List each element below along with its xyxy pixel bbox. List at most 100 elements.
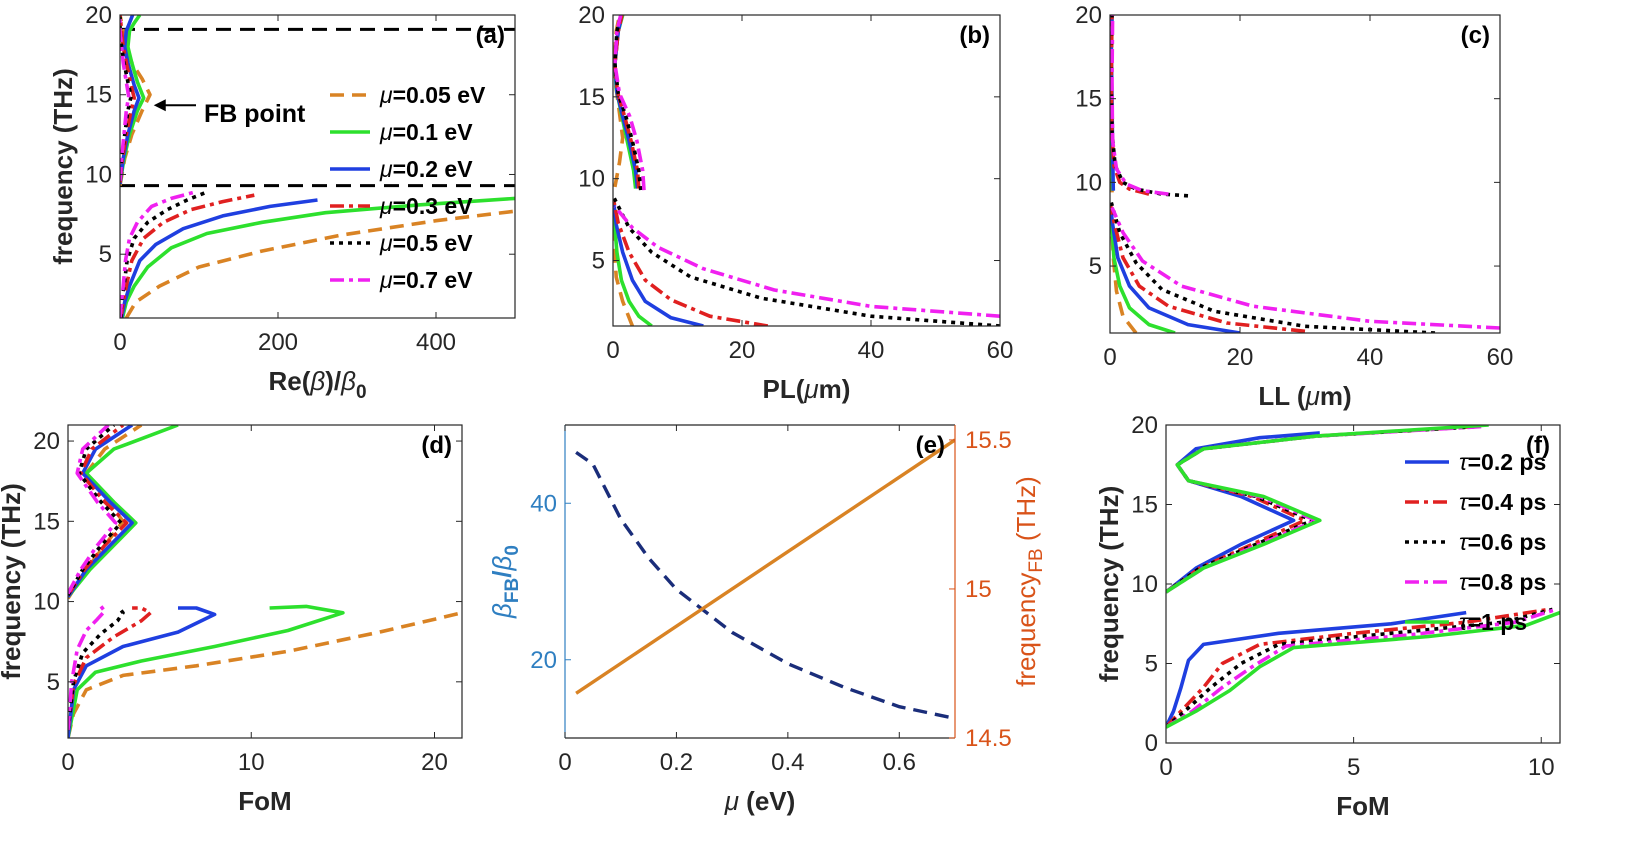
plot-area-f xyxy=(1166,425,1560,729)
plot-area-e xyxy=(575,438,955,721)
series-line-b-5-0 xyxy=(613,205,1000,318)
series-line-f-0-0 xyxy=(1166,610,1467,728)
panel-label-a: (a) xyxy=(476,22,505,49)
axes-frame-c xyxy=(1109,14,1501,334)
plot-area-b xyxy=(613,15,1000,326)
series-line-d-5-1 xyxy=(68,425,118,595)
series-line-e-0 xyxy=(575,451,955,721)
series-line-c-3-0 xyxy=(1110,205,1306,333)
y-tick-label: 20 xyxy=(33,428,60,455)
axes-frame-b xyxy=(612,14,1001,327)
series-line-d-0-0 xyxy=(68,611,462,738)
series-group-b xyxy=(613,15,1000,326)
series-line-b-3-0 xyxy=(613,199,769,326)
x-tick-label: 400 xyxy=(416,329,456,356)
fb-point-arrowhead xyxy=(153,99,166,112)
x-tick-label: 200 xyxy=(258,329,298,356)
x-axis-label-a: Re(β)/β0 xyxy=(268,366,366,403)
y-axis-label-right-e: frequencyFB (THz) xyxy=(1011,476,1047,687)
series-line-a-2-0 xyxy=(120,198,318,318)
series-line-b-4-0 xyxy=(613,197,1000,326)
y-tick-label: 20 xyxy=(85,2,112,29)
x-tick-label: 0.4 xyxy=(771,749,804,776)
panel-label-d: (d) xyxy=(421,432,452,459)
panel-label-b: (b) xyxy=(959,22,990,49)
panel-label-e: (e) xyxy=(916,432,945,459)
series-group-d xyxy=(68,425,462,738)
series-line-a-5-1 xyxy=(120,15,131,182)
x-axis-label-f: FoM xyxy=(1336,791,1389,821)
y-tick-label: 20 xyxy=(1131,412,1158,439)
series-line-d-2-0 xyxy=(68,606,217,738)
x-tick-label: 20 xyxy=(729,337,756,364)
panel-label-f: (f) xyxy=(1526,432,1550,459)
y-tick-label: 10 xyxy=(85,161,112,188)
y-tick-label: 15 xyxy=(578,84,605,111)
legend-a: μ=0.05 eV μ=0.1 eV μ=0.2 eV μ=0.3 eV μ=0.5 e… xyxy=(330,82,486,293)
y-tick-label: 10 xyxy=(1131,571,1158,598)
legend-entry: τ=0.8 ps xyxy=(1459,569,1546,595)
legend-entry: μ=0.05 eV xyxy=(379,82,486,108)
y-axis-label-d: frequency (THz) xyxy=(0,483,26,679)
plot-area-c xyxy=(1110,15,1500,333)
series-line-b-3-1 xyxy=(613,15,641,189)
y-tick-label: 20 xyxy=(578,2,605,29)
series-line-d-1-0 xyxy=(68,604,345,738)
y-tick-label-left: 20 xyxy=(530,647,557,674)
series-line-a-4-1 xyxy=(120,15,133,182)
y-axis-label-f: frequency (THz) xyxy=(1094,486,1124,682)
series-line-f-3-0 xyxy=(1166,607,1557,729)
y-tick-label: 5 xyxy=(592,248,605,275)
series-line-f-1-1 xyxy=(1166,425,1474,594)
series-line-d-3-1 xyxy=(68,425,129,597)
series-line-a-1-0 xyxy=(120,196,515,318)
series-line-f-2-0 xyxy=(1166,607,1553,729)
series-line-f-4-1 xyxy=(1166,425,1489,594)
series-line-d-0-1 xyxy=(68,425,143,600)
y-tick-label-right: 14.5 xyxy=(965,725,1012,752)
series-line-a-0-0 xyxy=(124,209,515,318)
legend-entry: μ=0.1 eV xyxy=(379,119,473,145)
series-line-d-1-1 xyxy=(68,425,179,598)
y-tick-label: 5 xyxy=(1089,253,1102,280)
legend-entry: τ=1 ps xyxy=(1459,609,1527,635)
plot-area-d xyxy=(68,425,462,738)
series-line-c-2-0 xyxy=(1110,207,1241,333)
x-tick-label: 0.2 xyxy=(660,749,693,776)
y-tick-label: 5 xyxy=(47,669,60,696)
x-tick-label: 20 xyxy=(1227,344,1254,371)
y-tick-label: 15 xyxy=(85,82,112,109)
legend-entry: μ=0.2 eV xyxy=(379,156,473,182)
series-group-a xyxy=(120,15,515,318)
x-tick-label: 40 xyxy=(858,337,885,364)
axes-frame-d xyxy=(67,424,463,739)
plot-area-a xyxy=(120,15,515,318)
y-tick-label: 15 xyxy=(1131,492,1158,519)
legend-entry: μ=0.7 eV xyxy=(379,267,473,293)
series-line-b-0-1 xyxy=(613,15,625,188)
panel-label-c: (c) xyxy=(1461,22,1490,49)
legend-entry: τ=0.4 ps xyxy=(1459,489,1546,515)
series-line-c-5-0 xyxy=(1110,206,1500,330)
series-line-f-4-0 xyxy=(1166,610,1560,729)
series-line-b-4-1 xyxy=(613,15,643,191)
legend-entry: μ=0.5 eV xyxy=(379,230,473,256)
x-axis-label-c: LL (μm) xyxy=(1258,381,1351,411)
fb-point-annotation: FB point xyxy=(204,100,306,128)
legend-entry: μ=0.3 eV xyxy=(379,193,473,219)
x-tick-label: 60 xyxy=(1487,344,1514,371)
y-tick-label: 15 xyxy=(1075,86,1102,113)
y-tick-label: 15 xyxy=(33,508,60,535)
series-line-f-2-1 xyxy=(1166,425,1478,594)
x-tick-label: 0.6 xyxy=(883,749,916,776)
x-tick-label: 60 xyxy=(987,337,1014,364)
legend-f: τ=0.2 ps τ=0.4 ps τ=0.6 ps τ=0.8 ps τ=1 ps xyxy=(1405,449,1546,635)
x-tick-label: 10 xyxy=(238,749,265,776)
series-line-c-1-0 xyxy=(1110,215,1176,333)
y-axis-label-a: frequency (THz) xyxy=(48,68,78,264)
y-tick-label-right: 15.5 xyxy=(965,427,1012,454)
x-tick-label: 0 xyxy=(558,749,571,776)
y-tick-label-right: 15 xyxy=(965,576,992,603)
x-tick-label: 0 xyxy=(1159,754,1172,781)
x-tick-label: 10 xyxy=(1528,754,1555,781)
